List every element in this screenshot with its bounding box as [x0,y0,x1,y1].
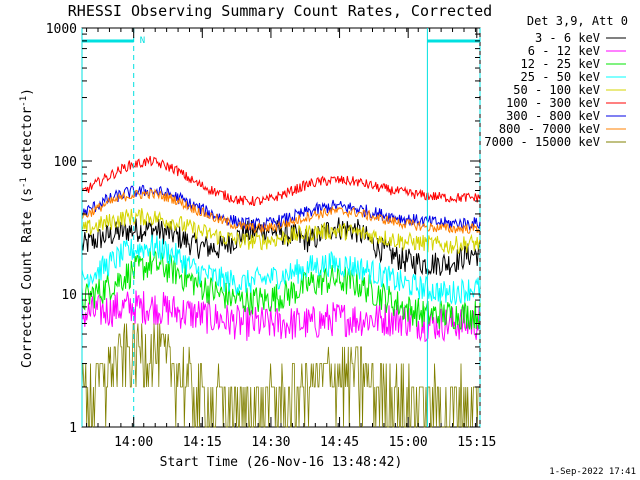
top-marker-label: N [140,36,145,46]
y-axis-ticks: 1 10 100 1000 [46,22,480,436]
series-line [81,155,481,206]
series-line [81,234,481,305]
y-label-part-b: detector [20,107,35,178]
legend-label: 50 - 100 keV [513,83,600,97]
series-layer [81,155,481,428]
y-label-sup-2: -1 [19,96,29,107]
footer-timestamp: 1-Sep-2022 17:41 [549,467,636,477]
x-tick-label: 14:00 [114,435,153,450]
y-tick-label: 100 [54,155,77,170]
legend-label: 100 - 300 keV [506,96,600,110]
series-2 [81,249,481,330]
legend-label: 3 - 6 keV [535,31,600,45]
series-7 [81,188,480,235]
legend-label: 6 - 12 keV [528,44,600,58]
x-tick-label: 15:15 [457,435,496,450]
y-tick-label: 10 [61,288,77,303]
x-tick-label: 15:00 [389,435,428,450]
y-label-part-c: ) [20,88,35,96]
y-label-part-a: Corrected Count Rate (s [20,188,35,368]
y-label-sup-1: -1 [19,177,29,188]
series-4 [81,208,481,255]
marker-layer: N [81,28,481,427]
y-tick-label: 1 [69,421,77,436]
legend-label: 300 - 800 keV [506,109,600,123]
series-line [81,188,480,235]
series-5 [81,155,481,206]
y-tick-label: 1000 [46,22,77,37]
plot-area: N 14:00 14:15 14:30 14:45 15:00 15:15 1101001… [46,22,497,450]
legend-label: 25 - 50 keV [521,70,600,84]
x-axis-label: Start Time (26-Nov-16 13:48:42) [160,455,403,470]
series-line [81,249,481,330]
series-line [81,208,481,255]
x-tick-label: 14:15 [183,435,222,450]
y-axis-label: Corrected Count Rate (s-1 detector-1) [19,88,35,368]
legend-label: 12 - 25 keV [521,57,600,71]
legend-title: Det 3,9, Att 0 [527,14,628,28]
x-axis-ticks: 14:00 14:15 14:30 14:45 15:00 15:15 [86,28,496,450]
legend-label: 800 - 7000 keV [499,122,600,136]
legend-label: 7000 - 15000 keV [484,135,600,149]
x-tick-label: 14:30 [251,435,290,450]
chart-title: RHESSI Observing Summary Count Rates, Co… [68,2,492,20]
x-tick-label: 14:45 [320,435,359,450]
series-3 [81,234,481,305]
